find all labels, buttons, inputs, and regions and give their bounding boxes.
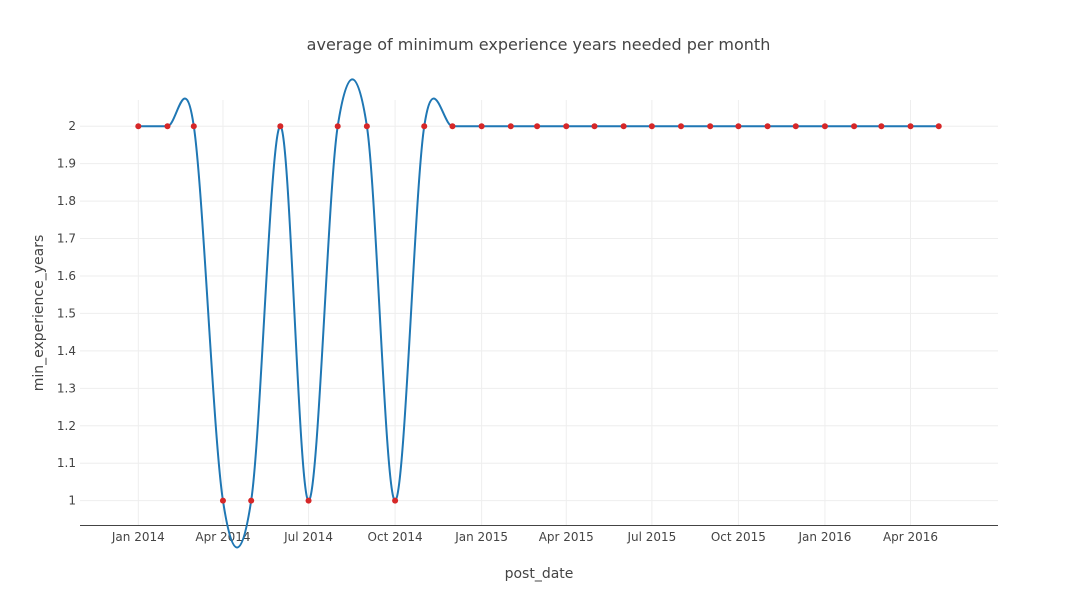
data-point	[648, 123, 655, 130]
data-point	[334, 123, 341, 130]
y-tick-label: 1.5	[57, 306, 76, 320]
y-tick-label: 1.7	[57, 232, 76, 246]
data-point	[363, 123, 370, 130]
data-point	[534, 123, 541, 130]
y-tick-label: 1.3	[57, 381, 76, 395]
x-tick-label: Apr 2015	[539, 530, 594, 544]
data-point	[907, 123, 914, 130]
data-point	[190, 123, 197, 130]
data-point	[478, 123, 485, 130]
x-tick-label: Jan 2014	[111, 530, 165, 544]
data-point	[707, 123, 714, 130]
x-tick-label: Apr 2016	[883, 530, 938, 544]
y-tick-label: 1.4	[57, 344, 76, 358]
grid-lines	[80, 100, 998, 525]
y-tick-label: 2	[68, 119, 76, 133]
x-tick-label: Jan 2016	[798, 530, 852, 544]
y-tick-label: 1.2	[57, 419, 76, 433]
data-point	[219, 497, 226, 504]
x-tick-label: Jul 2014	[283, 530, 333, 544]
y-tick-label: 1.1	[57, 456, 76, 470]
data-point	[421, 123, 428, 130]
data-point	[678, 123, 685, 130]
data-point	[821, 123, 828, 130]
data-point	[305, 497, 312, 504]
x-tick-label: Jul 2015	[626, 530, 676, 544]
data-point	[563, 123, 570, 130]
y-tick-label: 1	[68, 494, 76, 508]
x-axis-title: post_date	[505, 566, 574, 582]
x-tick-label: Apr 2014	[195, 530, 250, 544]
y-axis-ticks: 1 1.1 1.2 1.3 1.4 1.5 1.6 1.7 1.8 1.9 2	[57, 119, 76, 507]
data-point	[620, 123, 627, 130]
x-tick-label: Jan 2015	[454, 530, 508, 544]
data-point	[735, 123, 742, 130]
data-point	[135, 123, 142, 130]
data-point	[764, 123, 771, 130]
x-tick-label: Oct 2015	[711, 530, 766, 544]
data-point	[851, 123, 858, 130]
chart-title: average of minimum experience years need…	[307, 35, 771, 54]
y-tick-label: 1.6	[57, 269, 76, 283]
y-tick-label: 1.9	[57, 157, 76, 171]
data-point	[792, 123, 799, 130]
y-tick-label: 1.8	[57, 194, 76, 208]
x-tick-label: Oct 2014	[368, 530, 423, 544]
x-axis-ticks: Jan 2014 Apr 2014 Jul 2014 Oct 2014 Jan 2015…	[111, 530, 938, 544]
data-point	[935, 123, 942, 130]
data-point	[507, 123, 514, 130]
data-point	[392, 497, 399, 504]
y-axis-title: min_experience_years	[31, 235, 47, 392]
series-markers	[135, 123, 942, 504]
data-point	[164, 123, 171, 130]
data-point	[878, 123, 885, 130]
data-point	[248, 497, 255, 504]
data-point	[449, 123, 456, 130]
data-point	[591, 123, 598, 130]
data-point	[277, 123, 284, 130]
